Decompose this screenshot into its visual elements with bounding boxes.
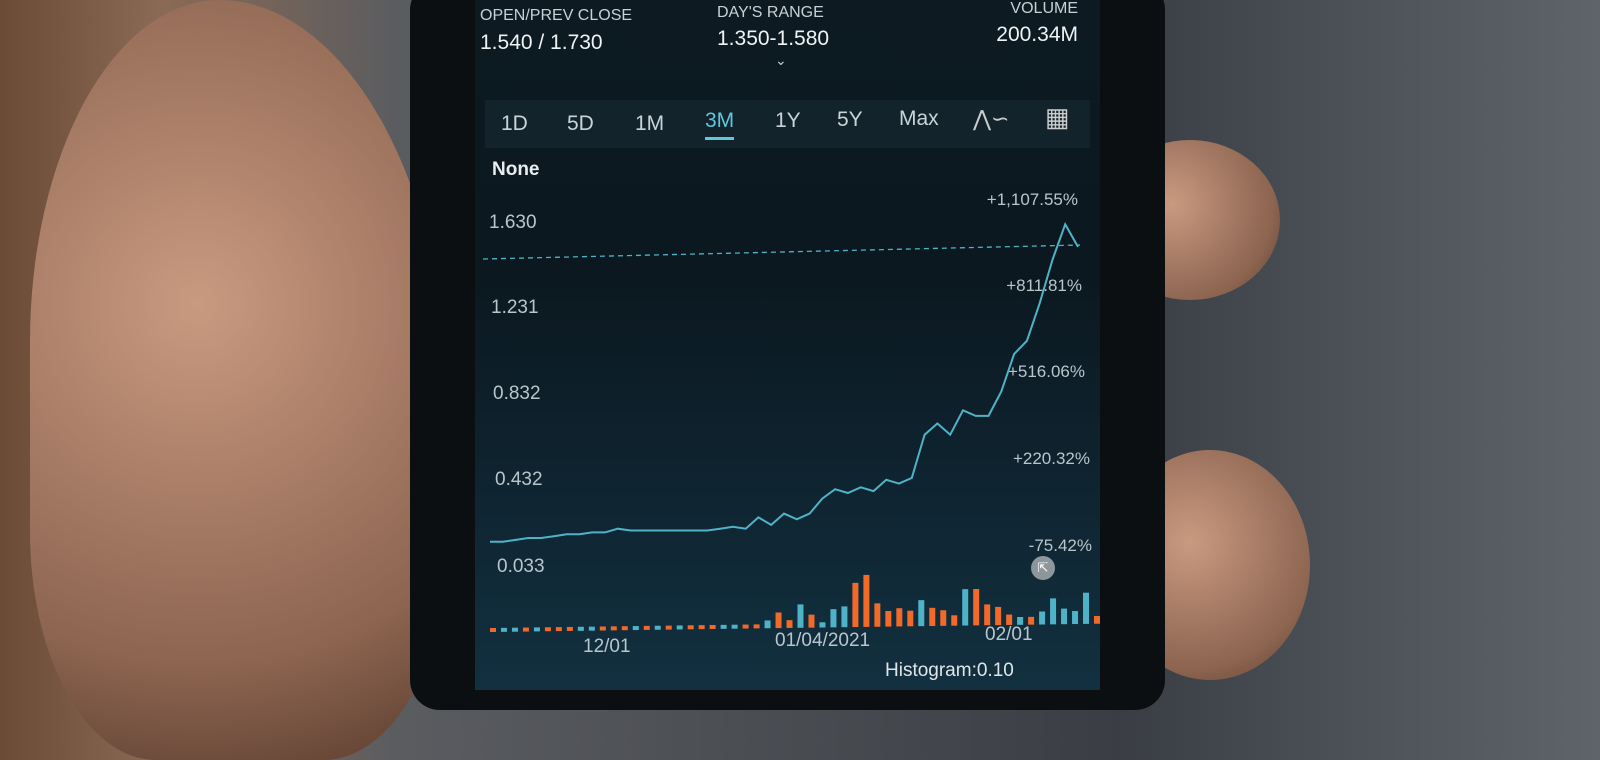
y-tick: 1.231 <box>491 297 539 318</box>
histogram-bar <box>533 627 540 632</box>
tab-1d[interactable]: 1D <box>501 112 528 135</box>
histogram-bar <box>632 626 639 631</box>
histogram-bar <box>1017 617 1024 625</box>
open-prev-value: 1.540 / 1.730 <box>480 31 603 54</box>
tab-max[interactable]: Max <box>899 107 939 130</box>
histogram-bar <box>544 627 551 632</box>
range-tabs: 1D 5D 1M 3M 1Y 5Y Max ⋀∽ ▦ <box>485 100 1090 148</box>
histogram-bar <box>643 625 650 630</box>
histogram-bar <box>720 624 727 629</box>
expand-icon[interactable]: ⇱ <box>1031 556 1055 580</box>
histogram-bar <box>918 600 925 627</box>
histogram-bar <box>753 624 760 629</box>
histogram-bar <box>1028 616 1035 625</box>
histogram-bar <box>1050 598 1057 625</box>
x-tick: 01/04/2021 <box>775 630 871 651</box>
histogram-readout: Histogram:0.10 <box>885 660 1014 681</box>
histogram-bar <box>830 609 837 628</box>
pct-tick: +220.32% <box>1012 449 1090 468</box>
histogram-bar <box>1061 608 1068 625</box>
histogram-bar <box>885 611 892 627</box>
histogram-bar <box>786 620 793 628</box>
y-tick: 1.630 <box>489 212 537 233</box>
histogram-bar <box>555 627 562 632</box>
price-line <box>490 221 1079 543</box>
histogram-bar <box>797 604 804 628</box>
tab-1m[interactable]: 1M <box>635 112 665 135</box>
histogram-bar <box>819 622 826 628</box>
histogram-bar <box>1006 614 1013 625</box>
range-value: 1.350-1.580 <box>717 27 830 50</box>
histogram-bar <box>654 625 661 630</box>
line-chart-icon[interactable]: ⋀∽ <box>973 106 1010 131</box>
x-tick: 12/01 <box>583 636 631 657</box>
histogram-bar <box>808 614 815 628</box>
histogram-bar <box>896 608 903 627</box>
histogram-bar <box>863 574 870 627</box>
histogram-bar <box>962 589 969 626</box>
histogram-bar <box>929 607 936 626</box>
histogram-bar <box>1039 611 1046 625</box>
histogram-bar <box>775 612 782 629</box>
histogram-bar <box>764 620 771 629</box>
histogram-bar <box>490 628 496 632</box>
y-tick: 0.432 <box>495 469 543 490</box>
tab-1y[interactable]: 1Y <box>775 109 801 132</box>
histogram-bar <box>709 625 716 629</box>
histogram-bar <box>852 582 859 628</box>
histogram-bar <box>907 610 914 627</box>
histogram-bar <box>731 624 738 629</box>
histogram-bar <box>566 626 573 631</box>
histogram-bar <box>874 603 881 627</box>
histogram-bar <box>500 627 507 632</box>
histogram-bar <box>577 626 584 631</box>
histogram-bar <box>995 606 1002 626</box>
histogram-bar <box>588 626 595 631</box>
x-tick: 02/01 <box>985 624 1033 645</box>
indicator-label: None <box>492 159 540 180</box>
price-chart <box>482 221 1100 632</box>
pct-tick: +1,107.55% <box>986 190 1078 209</box>
histogram-bar <box>522 627 529 632</box>
histogram-bar <box>1094 615 1100 624</box>
open-prev-label: OPEN/PREV CLOSE <box>480 7 633 24</box>
histogram-bar <box>984 604 991 626</box>
histogram-bar <box>687 625 694 630</box>
chevron-down-icon[interactable]: ⌄ <box>775 52 787 68</box>
range-label: DAY'S RANGE <box>717 4 824 21</box>
thumb <box>30 0 450 760</box>
tab-5y[interactable]: 5Y <box>837 108 863 131</box>
tab-3m[interactable]: 3M <box>705 109 735 140</box>
histogram-bar <box>940 610 947 626</box>
volume-label: VOLUME <box>1010 0 1078 17</box>
stock-screen: OPEN/PREV CLOSE 1.540 / 1.730 DAY'S RANG… <box>475 0 1100 690</box>
histogram-bar <box>610 626 617 631</box>
histogram-bar <box>1083 592 1090 624</box>
volume-value: 200.34M <box>996 23 1078 46</box>
histogram-bar <box>973 589 980 626</box>
histogram-bar <box>698 625 705 630</box>
y-tick: 0.033 <box>497 556 545 577</box>
histogram-bar <box>951 615 958 626</box>
histogram-bar <box>511 627 518 632</box>
y-tick: 0.832 <box>493 383 541 404</box>
histogram-bar <box>1072 611 1079 625</box>
tab-5d[interactable]: 5D <box>567 112 594 135</box>
histogram-bar <box>665 625 672 630</box>
histogram-bar <box>599 626 606 631</box>
histogram-bar <box>676 625 683 630</box>
histogram-bar <box>621 626 628 631</box>
grid-icon[interactable]: ▦ <box>1045 102 1070 132</box>
reference-line <box>482 244 1081 260</box>
histogram-bar <box>841 606 848 628</box>
histogram-bar <box>742 624 749 629</box>
pct-tick: -75.42% <box>1028 536 1092 555</box>
pct-tick: +516.06% <box>1007 362 1085 381</box>
